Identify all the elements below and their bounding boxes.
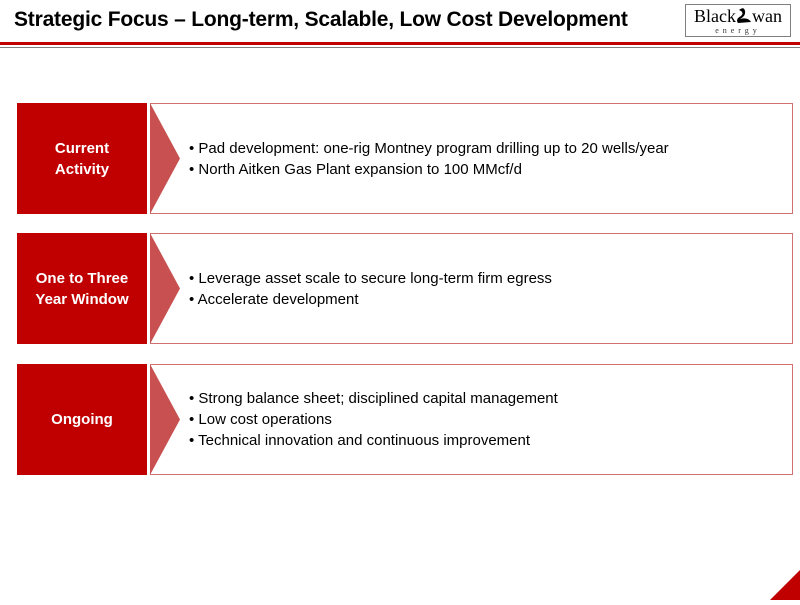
chevron-shape: [150, 233, 180, 344]
row-label-box: Ongoing: [17, 364, 147, 475]
bullet-box: Leverage asset scale to secure long-term…: [150, 233, 793, 344]
chevron-shape: [150, 103, 180, 214]
logo-name-right: wan: [752, 6, 782, 26]
chevron-shape: [150, 364, 180, 475]
focus-row: One to Three Year Window Leverage asset s…: [17, 233, 793, 344]
title-rule-thin: [0, 47, 800, 48]
bullet: Leverage asset scale to secure long-term…: [189, 268, 792, 289]
row-label: Ongoing: [51, 411, 113, 428]
focus-row: Current Activity Pad development: one-rig…: [17, 103, 793, 214]
bullet: Strong balance sheet; disciplined capita…: [189, 388, 792, 409]
bullet: Low cost operations: [189, 409, 792, 430]
row-label: One to Three Year Window: [35, 269, 129, 308]
page-corner: [770, 570, 800, 600]
bullet: Technical innovation and continuous impr…: [189, 430, 792, 451]
page-number: 17: [786, 587, 795, 597]
swan-icon: [737, 8, 751, 23]
bullet: North Aitken Gas Plant expansion to 100 …: [189, 159, 792, 180]
bullet-box: Pad development: one-rig Montney program…: [150, 103, 793, 214]
title-rule: [0, 42, 800, 45]
bullet-box: Strong balance sheet; disciplined capita…: [150, 364, 793, 475]
logo-tagline: energy: [715, 26, 761, 35]
focus-row: Ongoing Strong balance sheet; disciplined…: [17, 364, 793, 475]
row-label-box: Current Activity: [17, 103, 147, 214]
chevron: [150, 103, 180, 214]
logo: Black wan energy: [685, 4, 791, 37]
logo-name-left: Black: [694, 6, 736, 26]
bullet: Pad development: one-rig Montney program…: [189, 138, 792, 159]
page-number-badge: 17: [770, 570, 800, 600]
chevron: [150, 233, 180, 344]
bullet: Accelerate development: [189, 289, 792, 310]
chevron: [150, 364, 180, 475]
slide-title: Strategic Focus – Long-term, Scalable, L…: [14, 8, 628, 31]
row-label-box: One to Three Year Window: [17, 233, 147, 344]
logo-name: Black wan: [686, 6, 790, 26]
row-label: Current Activity: [54, 139, 110, 178]
